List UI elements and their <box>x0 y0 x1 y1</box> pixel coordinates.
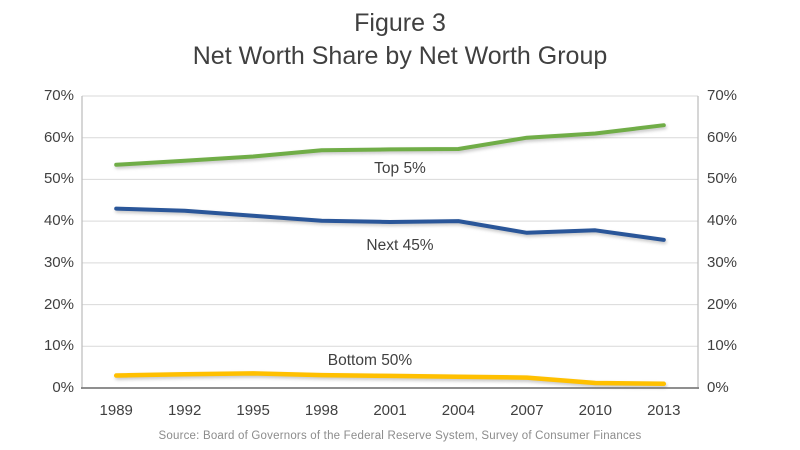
y-tick-right-70%: 70% <box>707 87 738 104</box>
y-tick-left-40%: 40% <box>43 212 74 230</box>
x-tick-1989: 1989 <box>99 402 133 419</box>
x-tick-2013: 2013 <box>647 402 681 419</box>
y-tick-left-10%: 10% <box>43 337 74 355</box>
x-tick-2010: 2010 <box>578 402 613 419</box>
y-tick-right-60%: 60% <box>707 128 738 146</box>
y-tick-left-0%: 0% <box>52 379 74 396</box>
series-label-top5: Top 5% <box>374 160 426 177</box>
y-tick-right-0%: 0% <box>707 379 729 396</box>
y-tick-right-40%: 40% <box>707 212 738 230</box>
x-tick-2004: 2004 <box>441 402 476 419</box>
chart-title-line2: Net Worth Share by Net Worth Group <box>192 42 608 70</box>
x-tick-1995: 1995 <box>236 402 270 419</box>
series-line-top-5- <box>114 123 666 167</box>
x-tick-2001: 2001 <box>373 402 407 419</box>
y-tick-left-30%: 30% <box>43 253 74 271</box>
y-tick-left-60%: 60% <box>43 128 74 146</box>
y-tick-left-70%: 70% <box>43 87 74 104</box>
series-label-next45: Next 45% <box>366 237 434 254</box>
series-line-next-45- <box>114 206 666 242</box>
y-tick-right-10%: 10% <box>707 337 738 355</box>
y-tick-right-50%: 50% <box>707 170 738 188</box>
chart-title: Figure 3 Net Worth Share by Net Worth Gr… <box>0 7 800 73</box>
y-tick-left-50%: 50% <box>43 170 74 188</box>
y-tick-left-20%: 20% <box>43 295 74 313</box>
x-tick-1992: 1992 <box>167 402 202 419</box>
y-tick-right-20%: 20% <box>707 295 738 313</box>
y-tick-right-30%: 30% <box>707 253 738 271</box>
x-tick-1998: 1998 <box>304 402 339 419</box>
chart-title-line1: Figure 3 <box>354 9 446 37</box>
series-label-bottom50: Bottom 50% <box>327 352 413 369</box>
x-tick-2007: 2007 <box>510 402 544 419</box>
series-line-bottom-50- <box>113 371 667 387</box>
source-attribution: Source: Board of Governors of the Federa… <box>158 430 642 442</box>
